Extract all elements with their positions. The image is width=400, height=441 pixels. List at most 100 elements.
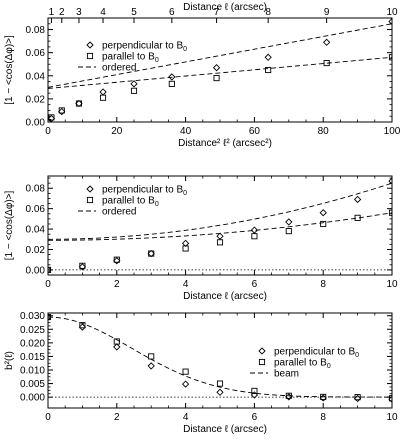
- diamond-point: [113, 343, 121, 351]
- diamond-point: [388, 177, 392, 185]
- x-tick-label: 10: [386, 279, 398, 290]
- legend-square-icon: [86, 196, 94, 204]
- square-point: [99, 94, 107, 101]
- square-point: [79, 262, 86, 269]
- square-point: [48, 114, 55, 121]
- square-point: [113, 256, 120, 263]
- legend-square-icon: [86, 52, 94, 60]
- y-tick-label: 0.04: [26, 225, 46, 236]
- diamond-point: [323, 38, 331, 46]
- x-tick-label: 100: [384, 126, 400, 137]
- diamond-point: [147, 362, 155, 370]
- x-tick-label: 6: [252, 279, 258, 290]
- diamond-point: [58, 107, 66, 116]
- ordered-fit-line: [48, 212, 392, 241]
- y-axis-label: [1 − <cos(Δφ)>]: [4, 190, 15, 260]
- square-point: [182, 368, 189, 375]
- y-tick-label: 0.02: [26, 245, 46, 256]
- diamond-point: [48, 266, 52, 274]
- legend-diamond-icon: [258, 347, 266, 355]
- y-tick-label: 0.08: [26, 25, 46, 36]
- legend-label: perpendicular to B0: [274, 347, 359, 360]
- diamond-point: [250, 391, 259, 399]
- y-tick-label: 0.030: [20, 311, 45, 322]
- y-tick-label: 0.020: [20, 338, 45, 349]
- top-axis-tick-label: 4: [100, 7, 106, 18]
- y-tick-label: 0.06: [26, 48, 46, 59]
- diamond-point: [319, 209, 327, 217]
- beam-line: [48, 316, 392, 398]
- y-tick-label: 0.08: [26, 184, 46, 195]
- square-point: [388, 54, 392, 61]
- square-point: [320, 220, 327, 228]
- square-point: [285, 228, 292, 235]
- diamond-point: [264, 53, 272, 61]
- diamond-point: [388, 395, 392, 403]
- x-tick-label: 4: [183, 279, 189, 290]
- plot-area: [48, 177, 392, 274]
- top-axis-tick-label: 1: [49, 7, 55, 18]
- square-point: [130, 87, 138, 94]
- y-tick-label: 0.06: [26, 204, 46, 215]
- legend-square-icon: [258, 358, 266, 366]
- diamond-point: [130, 80, 138, 88]
- y-tick-label: 0.02: [26, 94, 46, 105]
- chart-panel-1: 0 20 40 60 80 100 0.00 0.02 0.04 0.06 0.081 2 3 4 5 6 7 8…: [4, 2, 400, 149]
- x-tick-label: 0: [45, 279, 51, 290]
- legend-label: parallel to B0: [102, 196, 159, 209]
- x-tick-label: 8: [320, 279, 326, 290]
- y-tick-label: 0.005: [20, 379, 45, 390]
- diamond-point: [48, 118, 52, 122]
- legend-diamond-icon: [86, 41, 94, 49]
- ordered-fit-line: [48, 23, 392, 88]
- diamond-point: [353, 195, 362, 204]
- diamond-point: [181, 380, 190, 388]
- top-axis-tick-label: 2: [59, 7, 65, 18]
- ordered-fit-line: [48, 182, 392, 240]
- y-tick-label: 0.015: [20, 352, 45, 363]
- y-tick-label: 0.00: [26, 265, 46, 276]
- square-point: [182, 245, 189, 252]
- square-point: [251, 233, 258, 240]
- x-tick-label: 10: [386, 412, 398, 423]
- x-tick-label: 40: [180, 126, 192, 137]
- diamond-point: [285, 218, 293, 226]
- legend-label: ordered: [102, 207, 136, 218]
- diamond-point: [250, 226, 259, 234]
- square-point: [265, 66, 272, 74]
- square-point: [168, 80, 175, 87]
- legend-label: ordered: [102, 63, 136, 74]
- diamond-point: [216, 232, 224, 240]
- y-axis-label: b²(ℓ): [4, 351, 15, 370]
- diamond-point: [353, 394, 362, 403]
- ordered-fit-line: [48, 56, 392, 89]
- diamond-point: [168, 73, 176, 81]
- square-point: [79, 322, 86, 329]
- x-tick-label: 2: [114, 279, 120, 290]
- diamond-point: [388, 18, 392, 26]
- legend-label: parallel to B0: [102, 52, 159, 65]
- plot-area: [48, 313, 392, 403]
- x-tick-label: 8: [320, 412, 326, 423]
- top-axis-tick-label: 7: [214, 7, 220, 18]
- x-axis-label: Distance ℓ (arcsec): [183, 291, 267, 302]
- top-axis-tick-label: 3: [76, 7, 82, 18]
- square-point: [216, 239, 224, 246]
- plot-area: [48, 18, 392, 122]
- x-tick-label: 60: [249, 126, 261, 137]
- diamond-point: [75, 99, 83, 108]
- legend-label: parallel to B0: [274, 358, 331, 371]
- legend-label: perpendicular to B0: [102, 41, 187, 54]
- square-point: [251, 387, 258, 394]
- top-axis-label: Distance ℓ (arcsec): [183, 2, 267, 13]
- x-tick-label: 0: [45, 412, 51, 423]
- square-point: [75, 100, 83, 107]
- y-axis-label: [1 − <cos(Δφ)>]: [4, 35, 15, 105]
- top-axis-tick-label: 8: [265, 7, 271, 18]
- x-tick-label: 6: [252, 412, 258, 423]
- x-tick-label: 4: [183, 412, 189, 423]
